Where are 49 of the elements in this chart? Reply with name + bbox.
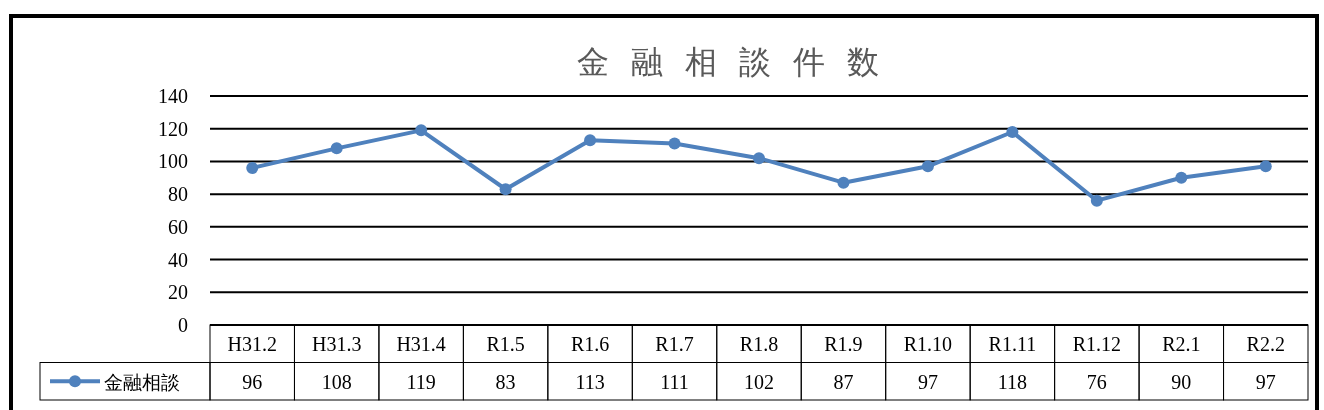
y-tick-label: 0 — [178, 314, 188, 336]
x-tick-label: H31.4 — [396, 333, 446, 355]
data-label: 118 — [997, 370, 1028, 393]
x-tick-label: R1.11 — [988, 333, 1037, 355]
chart-title: 金融相談件数 — [577, 44, 901, 80]
point — [1259, 160, 1272, 173]
x-tick-label: H31.2 — [227, 333, 277, 355]
data-label: 96 — [242, 370, 263, 393]
y-tick-label: 80 — [168, 183, 188, 206]
data-label: 113 — [575, 370, 605, 393]
data-label: 111 — [660, 370, 689, 393]
data-label: 119 — [406, 370, 436, 393]
data-label: 87 — [833, 370, 854, 393]
point — [499, 183, 512, 196]
point — [415, 124, 428, 137]
x-tick-label: R1.9 — [824, 333, 863, 355]
point — [330, 142, 343, 155]
data-label: 97 — [1255, 370, 1276, 393]
data-label: 83 — [495, 370, 516, 393]
point — [753, 152, 765, 165]
x-tick-label: R1.12 — [1072, 333, 1122, 355]
y-tick-label: 60 — [168, 215, 188, 238]
x-tick-label: R1.10 — [903, 333, 953, 355]
y-tick-label: 140 — [158, 85, 188, 107]
point — [837, 176, 850, 189]
y-tick-label: 20 — [168, 281, 188, 304]
x-tick-label: R2.2 — [1246, 333, 1285, 355]
data-label: 90 — [1171, 370, 1192, 393]
data-label: 76 — [1086, 370, 1107, 393]
point — [584, 134, 597, 147]
x-tick-label: R1.8 — [739, 333, 779, 355]
data-label: 97 — [917, 370, 938, 393]
x-tick-label: R1.7 — [655, 333, 694, 355]
x-tick-label: R2.1 — [1162, 333, 1201, 355]
point — [246, 161, 259, 174]
y-tick-label: 100 — [158, 150, 188, 173]
data-label: 102 — [744, 370, 774, 393]
point — [1090, 194, 1103, 207]
point — [1175, 171, 1188, 184]
y-tick-label: 120 — [158, 117, 188, 140]
x-tick-label: R1.5 — [486, 333, 525, 355]
data-label: 108 — [321, 370, 352, 393]
y-tick-label: 40 — [168, 248, 188, 271]
point — [921, 160, 934, 173]
point — [1006, 125, 1019, 138]
x-tick-label: H31.3 — [311, 333, 362, 355]
legend-label: 金融相談 — [104, 371, 180, 393]
x-tick-label: R1.6 — [570, 333, 610, 355]
point — [668, 137, 681, 150]
